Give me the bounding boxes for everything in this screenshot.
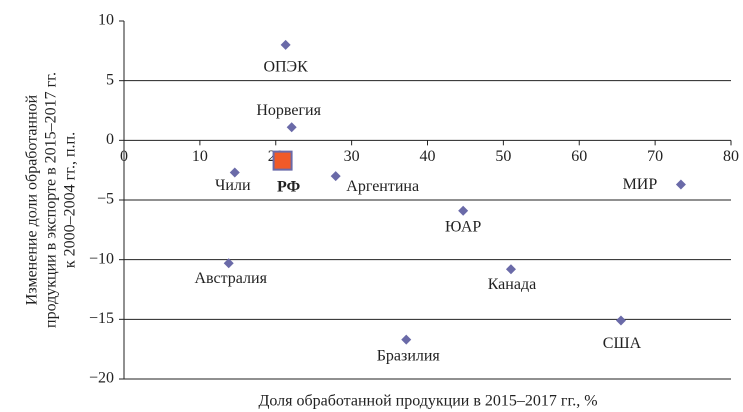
y-tick-label: 0 — [106, 131, 114, 148]
point — [675, 179, 686, 190]
point — [615, 315, 626, 326]
point-label: Чили — [215, 177, 251, 194]
y-tick-label: 10 — [98, 12, 114, 29]
y-axis-label-line: к 2000–2004 гг., п.п. — [62, 132, 79, 268]
point-label: ЮАР — [445, 218, 481, 235]
point — [223, 258, 234, 269]
point — [280, 39, 291, 50]
point — [330, 171, 341, 182]
x-tick-label: 30 — [344, 148, 360, 165]
x-tick-label: 0 — [120, 148, 128, 165]
y-tick-label: −10 — [89, 250, 114, 267]
point — [286, 122, 297, 133]
x-tick-label: 70 — [647, 148, 663, 165]
y-tick-label: −5 — [97, 191, 114, 208]
y-tick-label: −20 — [89, 370, 114, 387]
x-axis-label: Доля обработанной продукции в 2015–2017 … — [258, 393, 597, 410]
x-tick-label: 40 — [420, 148, 436, 165]
y-tick-label: 5 — [106, 71, 114, 88]
y-axis-label-line: продукции в экспорте в 2015–2017 гг. — [43, 72, 60, 328]
point-label: МИР — [623, 176, 658, 193]
x-tick-label: 60 — [571, 148, 587, 165]
point-label: Аргентина — [346, 178, 419, 195]
point — [505, 264, 516, 275]
point-label: Канада — [488, 276, 536, 293]
point-label: Норвегия — [256, 102, 321, 119]
point-label: Австралия — [194, 270, 267, 287]
point — [229, 167, 240, 178]
point — [458, 205, 469, 216]
x-tick-label: 50 — [495, 148, 511, 165]
point-label: РФ — [277, 178, 301, 195]
y-axis-label: Изменение доли обработанной продукции в э… — [24, 72, 79, 328]
y-axis-label-line: Изменение доли обработанной — [24, 94, 41, 305]
point-label: ОПЭК — [263, 59, 308, 76]
y-tick-label: −15 — [89, 310, 114, 327]
x-tick-label: 10 — [192, 148, 208, 165]
point — [401, 334, 412, 345]
point-highlight — [272, 150, 293, 171]
x-tick-label: 80 — [723, 148, 739, 165]
point-label: Бразилия — [377, 347, 441, 364]
point-label: США — [603, 335, 642, 352]
